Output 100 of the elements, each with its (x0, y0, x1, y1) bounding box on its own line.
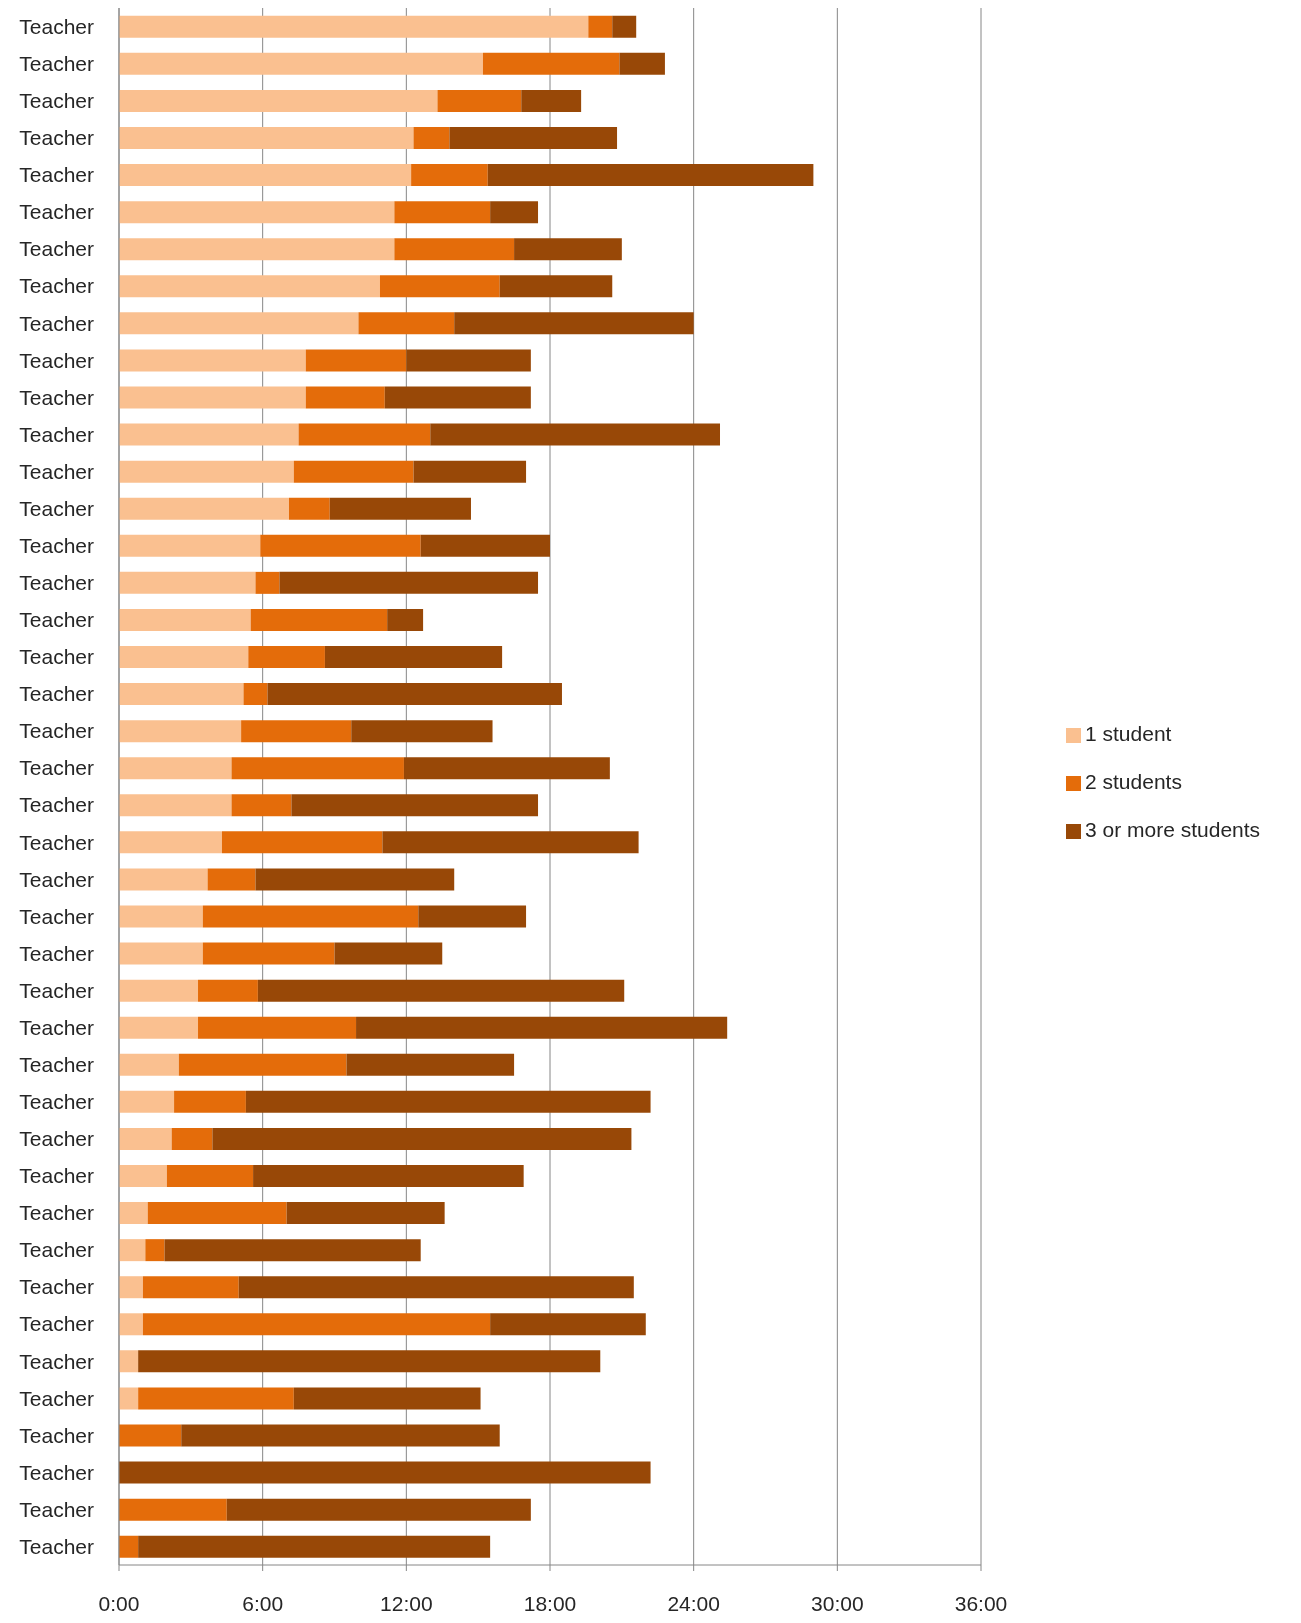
bar (437, 89, 522, 112)
bar (248, 646, 325, 668)
y-tick-label: Teacher (19, 1201, 94, 1225)
y-tick-label: Teacher (19, 1349, 94, 1373)
bar (119, 646, 249, 668)
bar (286, 1202, 445, 1225)
y-tick-label: Teacher (19, 904, 94, 928)
y-tick-label: Teacher (19, 645, 94, 669)
bar (119, 89, 438, 112)
x-tick-label: 36:00 (954, 1591, 1008, 1615)
bar (119, 720, 242, 743)
bar (454, 312, 694, 335)
y-tick-label: Teacher (19, 14, 94, 38)
x-tick-label: 18:00 (523, 1591, 577, 1615)
bar (119, 15, 589, 38)
bar (119, 164, 412, 187)
bar (289, 497, 330, 520)
y-tick-label: Teacher (19, 719, 94, 743)
y-tick-label: Teacher (19, 1497, 94, 1521)
y-tick-label: Teacher (19, 830, 94, 854)
bar (138, 1535, 491, 1558)
bar (198, 979, 258, 1002)
bar (119, 1498, 227, 1521)
y-tick-label: Teacher (19, 459, 94, 483)
y-tick-label: Teacher (19, 89, 94, 113)
x-tick-label: 6:00 (242, 1591, 284, 1615)
bar (403, 757, 610, 780)
bar (334, 942, 443, 965)
y-tick-label: Teacher (19, 1423, 94, 1447)
bar (147, 1202, 287, 1225)
bar (305, 386, 385, 409)
bar (119, 1461, 651, 1484)
y-tick-label: Teacher (19, 941, 94, 965)
y-tick-label: Teacher (19, 793, 94, 817)
x-tick-label: 12:00 (380, 1591, 433, 1615)
bar (119, 127, 414, 149)
y-tick-label: Teacher (19, 1534, 94, 1558)
bar (267, 683, 562, 706)
bar (329, 497, 471, 520)
bar (119, 201, 395, 224)
y-tick-label: Teacher (19, 1312, 94, 1336)
bar (413, 127, 450, 149)
bar (119, 571, 256, 594)
bar (138, 1387, 294, 1410)
bar (119, 1239, 146, 1262)
bar (119, 868, 208, 891)
bar (207, 868, 256, 891)
y-tick-label: Teacher (19, 496, 94, 520)
bar (119, 1276, 143, 1299)
y-tick-label: Teacher (19, 1090, 94, 1114)
bar (119, 1053, 179, 1076)
bar (394, 201, 491, 224)
x-tick-label: 0:00 (98, 1591, 140, 1615)
bar (238, 1276, 634, 1299)
bar (119, 460, 294, 483)
y-tick-label: Teacher (19, 756, 94, 780)
bar (119, 238, 395, 261)
bar (293, 460, 414, 483)
bar (181, 1424, 500, 1447)
y-tick-label: Teacher (19, 1015, 94, 1039)
bar (243, 683, 268, 706)
bar (198, 1016, 357, 1039)
bar (384, 386, 531, 409)
y-tick-label: Teacher (19, 237, 94, 261)
x-tick-label: 24:00 (667, 1591, 720, 1615)
bar (245, 1090, 651, 1113)
bar (119, 831, 222, 854)
bar (305, 349, 407, 372)
bar (119, 1424, 182, 1447)
y-tick-label: Teacher (19, 608, 94, 632)
bar (250, 608, 388, 631)
bar (231, 757, 404, 780)
bar (411, 164, 488, 187)
bar (119, 979, 199, 1002)
bar (171, 1127, 213, 1150)
bar (221, 831, 383, 854)
bar (358, 312, 455, 335)
bar (212, 1127, 632, 1150)
y-tick-label: Teacher (19, 682, 94, 706)
bar (521, 89, 582, 112)
bar (490, 1313, 646, 1336)
bar (253, 1165, 524, 1187)
bar (119, 386, 306, 409)
bar (356, 1016, 728, 1039)
bar (178, 1053, 347, 1076)
bar (394, 238, 515, 261)
bar (119, 349, 306, 372)
bar (418, 905, 527, 928)
y-tick-label: Teacher (19, 422, 94, 446)
bar (346, 1053, 515, 1076)
bar (351, 720, 493, 743)
bar (119, 1202, 148, 1225)
bar (279, 571, 539, 594)
legend-label: 1 student (1085, 722, 1172, 745)
bar (119, 757, 232, 780)
bar (406, 349, 531, 372)
bar (514, 238, 622, 261)
bar (145, 1239, 165, 1262)
y-tick-label: Teacher (19, 163, 94, 187)
bar (119, 275, 380, 298)
